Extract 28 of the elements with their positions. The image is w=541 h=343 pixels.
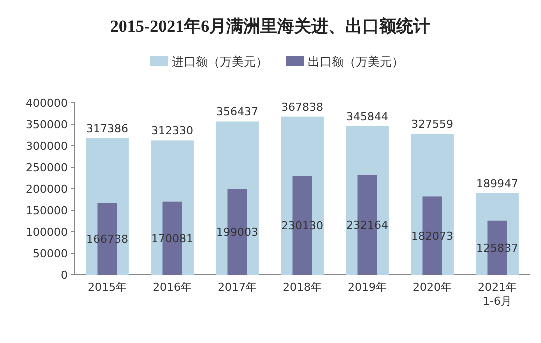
x-tick-label: 2018年 xyxy=(283,281,322,294)
x-tick-label: 2020年 xyxy=(413,281,452,294)
data-label: 189947 xyxy=(476,177,518,190)
x-tick-label: 2015年 xyxy=(88,281,127,294)
y-tick-label: 150000 xyxy=(26,204,68,218)
y-tick-label: 100000 xyxy=(26,226,68,239)
legend-label: 出口额（万美元） xyxy=(308,55,404,69)
data-label: 356437 xyxy=(216,106,258,119)
y-tick-label: 200000 xyxy=(26,183,68,196)
x-tick-label: 2019年 xyxy=(348,281,387,294)
y-tick-label: 400000 xyxy=(26,97,68,110)
data-label: 345844 xyxy=(346,110,388,124)
chart-title: 2015-2021年6月满洲里海关进、出口额统计 xyxy=(110,17,431,36)
data-label: 125837 xyxy=(476,242,518,255)
data-label: 312330 xyxy=(152,124,194,138)
data-label: 327559 xyxy=(412,118,454,132)
x-tick-label: 2021年 1-6月 xyxy=(478,281,517,308)
x-tick-label: 2016年 xyxy=(153,281,192,294)
data-label: 170081 xyxy=(152,232,194,246)
y-tick-label: 350000 xyxy=(26,118,68,132)
y-tick-label: 300000 xyxy=(26,140,68,153)
y-tick-label: 250000 xyxy=(26,162,68,174)
y-tick-label: 50000 xyxy=(33,248,68,260)
data-label: 317386 xyxy=(86,122,128,136)
x-tick-label: 2017年 xyxy=(218,281,257,294)
legend-label: 进口额（万美元） xyxy=(172,55,268,69)
data-label: 367838 xyxy=(282,100,324,114)
y-tick-label: 0 xyxy=(61,269,68,282)
